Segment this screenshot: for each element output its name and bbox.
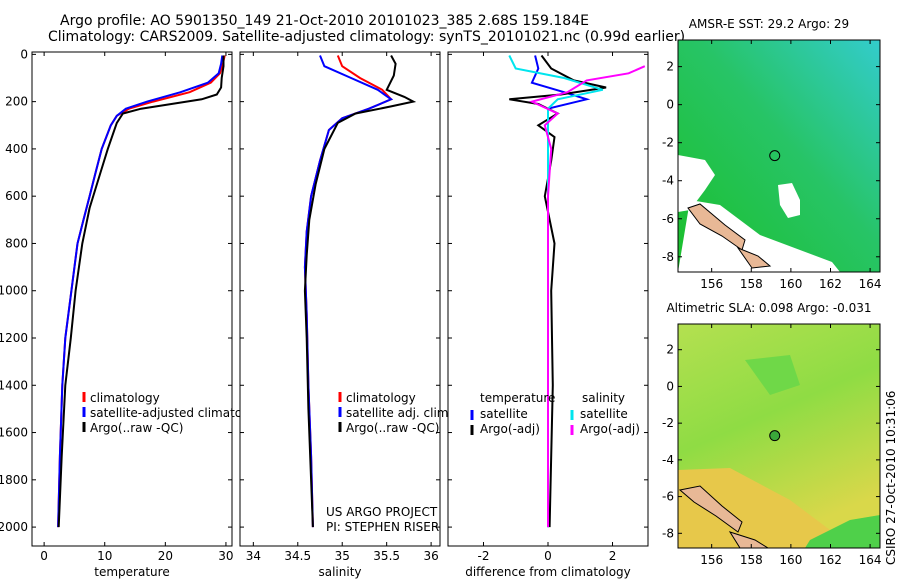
x-tick-label: 162 [819, 553, 842, 567]
map-frame [677, 323, 881, 549]
x-tick-label: 34 [246, 549, 261, 563]
y-tick-label: 200 [5, 95, 28, 109]
y-tick-label: 800 [5, 236, 28, 250]
y-tick-label: 1800 [0, 473, 28, 487]
y-tick-label: 600 [5, 189, 28, 203]
x-tick-label: 164 [859, 277, 882, 291]
project-annotation: PI: STEPHEN RISER [326, 520, 439, 534]
profile-panel-3: -2 0 2 difference from climatology temperatu… [447, 51, 649, 579]
plot-frame [31, 51, 233, 547]
x-tick-label: 30 [218, 549, 233, 563]
y-tick-label: 400 [5, 142, 28, 156]
map-title: Altimetric SLA: 0.098 Argo: -0.031 [666, 301, 871, 315]
y-tick-label: -2 [662, 416, 674, 430]
profile-panel-1: 0 200 400 600 800 1000 1200 1400 1600 1800 2000 0 10… [0, 47, 268, 579]
x-axis-label: salinity [318, 565, 361, 579]
x-tick-label: 0 [40, 549, 48, 563]
map-field [678, 40, 880, 272]
x-axis-label: difference from climatology [465, 565, 631, 579]
y-tick-label: 2000 [0, 520, 28, 534]
legend-title-temperature: temperature [480, 391, 555, 405]
sla-low-region [745, 355, 800, 395]
project-annotation: US ARGO PROJECT [326, 505, 438, 519]
legend-title-salinity: salinity [582, 391, 625, 405]
x-tick-label: 160 [779, 277, 802, 291]
map-field [678, 324, 880, 548]
x-axis-label: temperature [94, 565, 169, 579]
legend-label: satellite-adjusted climatology [90, 406, 268, 420]
series-line-salinity-argo-adj- [528, 65, 646, 528]
y-tick-label: -6 [662, 212, 674, 226]
sla-high-region [678, 468, 850, 548]
x-tick-label: 10 [97, 549, 112, 563]
y-tick-label: 1400 [0, 378, 28, 392]
x-tick-label: -2 [477, 549, 489, 563]
legend-label: climatology [90, 391, 160, 405]
map-panel-1: 156 158 160 162 164 2 0 -2 -4 -6 -8 AMSR-E SST: 29.… [662, 17, 882, 291]
argo-float-marker [769, 150, 781, 162]
x-tick-label: 35 [335, 549, 350, 563]
x-tick-label: 36 [423, 549, 438, 563]
series-line-argo-raw-qc- [303, 55, 417, 528]
map-frame [677, 39, 881, 273]
island-shape [728, 531, 769, 548]
legend-label: Argo(..raw -QC) [90, 421, 183, 435]
x-tick-label: 20 [158, 549, 173, 563]
y-tick-label: -4 [662, 174, 674, 188]
legend-label: satellite [580, 407, 628, 421]
legend-label: Argo(..raw -QC) [346, 421, 439, 435]
x-tick-label: 35.5 [373, 549, 400, 563]
y-tick-label: 0 [666, 98, 674, 112]
x-tick-label: 0 [544, 549, 552, 563]
y-tick-label: 0 [666, 379, 674, 393]
y-tick-label: -8 [662, 250, 674, 264]
x-tick-label: 158 [740, 277, 763, 291]
x-tick-label: 160 [779, 553, 802, 567]
y-tick-label: 0 [20, 47, 28, 61]
island-shape [736, 246, 772, 269]
plot-frame [239, 51, 441, 547]
missing-data-region [678, 200, 840, 272]
legend-label: Argo(-adj) [480, 422, 540, 436]
x-tick-label: 164 [859, 553, 882, 567]
series-line-argo-raw-qc- [57, 55, 225, 528]
legend-label: satellite adj. clim. [346, 406, 452, 420]
x-tick-label: 162 [819, 277, 842, 291]
y-tick-label: -8 [662, 526, 674, 540]
profile-panel-2: 34 34.5 35 35.5 36 salinity climatologysatelli… [239, 51, 452, 579]
figure-title-line-2: Climatology: CARS2009. Satellite-adjuste… [48, 29, 686, 45]
x-tick-label: 34.5 [284, 549, 311, 563]
island-shape [678, 485, 743, 533]
argo-float-marker [769, 430, 781, 442]
y-tick-label: 2 [666, 60, 674, 74]
island-shape [687, 203, 746, 251]
x-tick-label: 2 [609, 549, 617, 563]
y-tick-label: 1200 [0, 331, 28, 345]
y-tick-label: 2 [666, 343, 674, 357]
sla-low-region [805, 515, 880, 548]
y-tick-label: -2 [662, 136, 674, 150]
legend-label: Argo(-adj) [580, 422, 640, 436]
legend-label: climatology [346, 391, 416, 405]
y-tick-label: -6 [662, 490, 674, 504]
missing-data-region [678, 155, 715, 212]
y-tick-label: 1600 [0, 426, 28, 440]
missing-data-region [778, 183, 800, 218]
legend-label: satellite [480, 407, 528, 421]
x-tick-label: 158 [740, 553, 763, 567]
x-tick-label: 156 [700, 553, 723, 567]
y-tick-label: 1000 [0, 284, 28, 298]
y-tick-label: -4 [662, 453, 674, 467]
map-title: AMSR-E SST: 29.2 Argo: 29 [689, 17, 849, 31]
figure-title-line-1: Argo profile: AO 5901350_149 21-Oct-2010… [60, 13, 589, 29]
series-line-satellite-adjusted-climatology [57, 55, 224, 528]
x-tick-label: 156 [700, 277, 723, 291]
map-panel-2: 156 158 160 162 164 2 0 -2 -4 -6 -8 Altimetric SLA:… [662, 301, 882, 567]
